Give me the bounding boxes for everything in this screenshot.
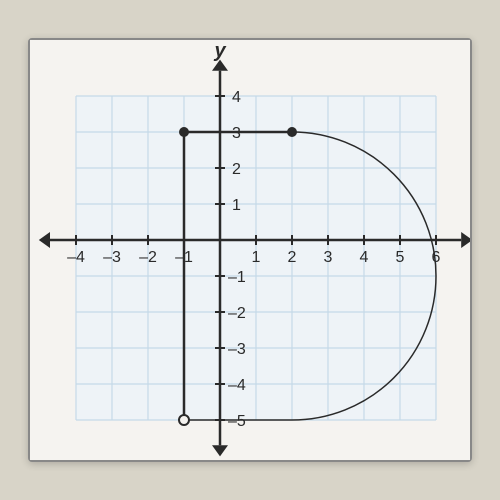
x-tick-label: –4: [67, 249, 85, 266]
open-point: [179, 415, 189, 425]
y-tick-label: –4: [228, 377, 246, 394]
graph-container: –4–3–2–1123456–5–4–3–2–11234y: [28, 38, 472, 462]
x-tick-label: –3: [103, 249, 121, 266]
x-tick-label: 1: [252, 249, 261, 266]
x-tick-label: 5: [396, 249, 405, 266]
closed-point: [287, 127, 297, 137]
y-tick-label: –1: [228, 269, 246, 286]
coordinate-plane: –4–3–2–1123456–5–4–3–2–11234y: [30, 40, 470, 460]
y-axis-label: y: [213, 40, 226, 62]
x-tick-label: 2: [288, 249, 297, 266]
y-tick-label: –2: [228, 305, 246, 322]
x-tick-label: 3: [324, 249, 333, 266]
x-tick-label: 4: [360, 249, 369, 266]
closed-point: [179, 127, 189, 137]
x-tick-label: –2: [139, 249, 157, 266]
y-tick-label: 1: [232, 197, 241, 214]
y-tick-label: –3: [228, 341, 246, 358]
y-tick-label: 2: [232, 161, 241, 178]
y-tick-label: 3: [232, 125, 241, 142]
y-tick-label: –5: [228, 413, 246, 430]
y-tick-label: 4: [232, 89, 241, 106]
